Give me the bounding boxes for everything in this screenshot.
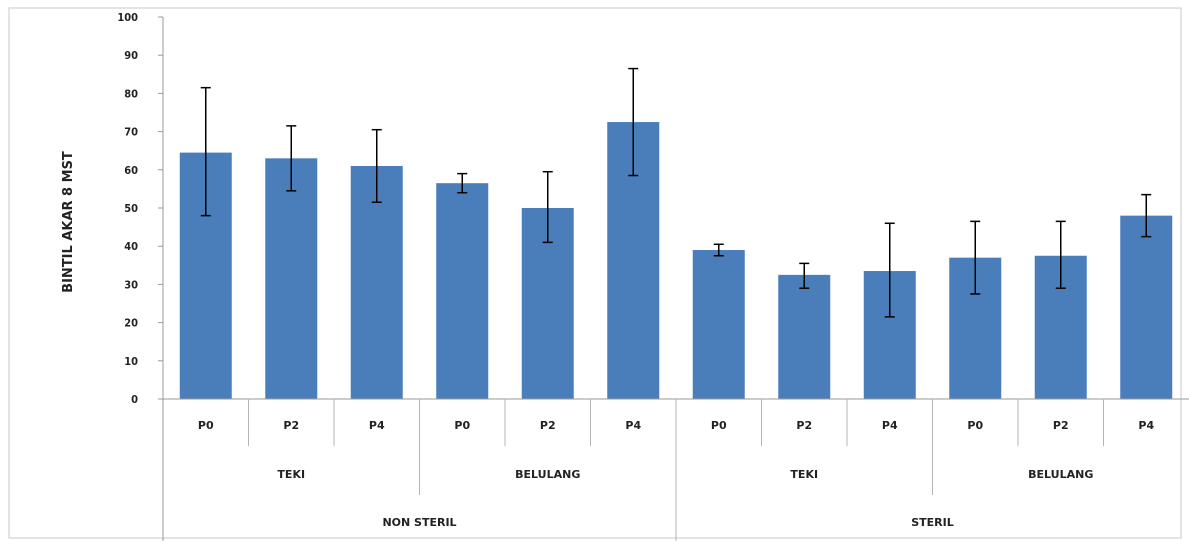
y-tick-label: 80: [124, 87, 138, 100]
y-tick-label: 50: [124, 202, 138, 215]
chart-frame: [8, 7, 1182, 539]
x-supergroup-label: STERIL: [911, 516, 954, 529]
x-category-label: P2: [283, 419, 299, 432]
y-axis: 0 10 20 30 40 50 60 70 80 90 100: [117, 11, 164, 541]
y-tick-label: 60: [124, 164, 138, 177]
y-axis-label: BINTIL AKAR 8 MST: [61, 151, 76, 293]
x-category-label: P4: [369, 419, 385, 432]
x-category-label: P4: [882, 419, 898, 432]
x-category-label: P4: [625, 419, 641, 432]
y-tick-label: 20: [124, 317, 138, 330]
bar: [778, 274, 831, 399]
bar: [1120, 215, 1173, 399]
plot-border: [8, 7, 1182, 539]
bars: [179, 122, 1173, 400]
y-tick-label: 70: [124, 126, 138, 139]
x-category-label: P2: [1053, 419, 1069, 432]
x-group-label: TEKI: [790, 468, 818, 481]
x-category-label: P4: [1138, 419, 1154, 432]
bar: [436, 183, 489, 399]
y-tick-label: 10: [124, 355, 138, 368]
x-category-label: P0: [454, 419, 470, 432]
bar: [265, 158, 318, 399]
x-category-label: P0: [711, 419, 727, 432]
bar: [350, 165, 403, 399]
error-bars: [200, 67, 1152, 318]
bar: [692, 250, 745, 399]
x-group-label: TEKI: [277, 468, 305, 481]
x-category-label: P2: [540, 419, 556, 432]
y-tick-label: 90: [124, 49, 138, 62]
x-category-label: P0: [967, 419, 983, 432]
y-tick-label: 40: [124, 240, 138, 253]
y-tick-label: 30: [124, 278, 138, 291]
x-group-label: BELULANG: [1028, 468, 1093, 481]
y-tick-label: 100: [117, 11, 138, 24]
x-axis: P0 P2 P4 P0 P2 P4 P0 P2 P4 P0 P2 P4 TEKI BELULANG TEKI…: [163, 398, 1189, 541]
x-category-label: P2: [796, 419, 812, 432]
x-supergroup-label: NON STERIL: [382, 516, 456, 529]
y-tick-label: 0: [131, 393, 138, 406]
x-category-label: P0: [198, 419, 214, 432]
x-group-label: BELULANG: [515, 468, 580, 481]
